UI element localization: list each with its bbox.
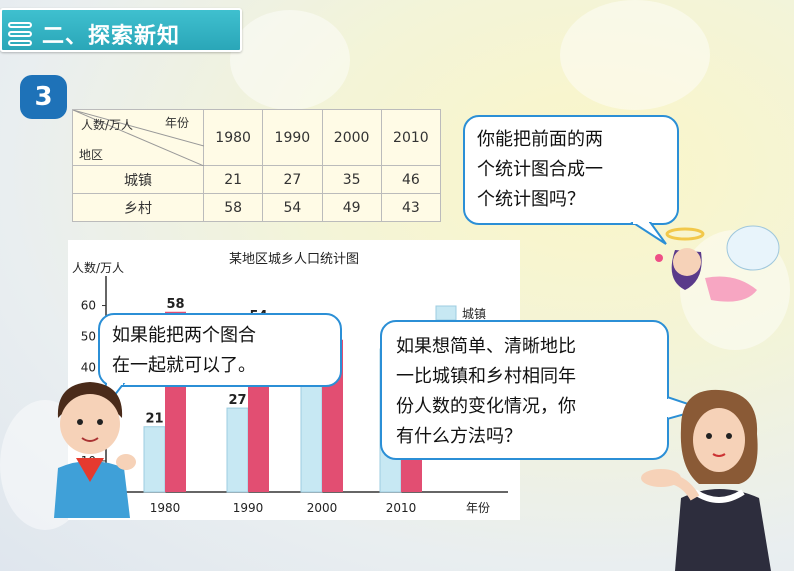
binder-rings-icon: [8, 22, 32, 46]
table-corner-cell: 年份 人数/万人 地区: [72, 109, 204, 166]
table-row-label: 乡村: [72, 193, 204, 222]
background-rose-1: [230, 10, 350, 110]
bubble-line: 个统计图合成一: [477, 159, 603, 180]
table-cell: 27: [262, 165, 323, 194]
bubble-line: 如果能把两个图合: [112, 325, 256, 346]
table-cell: 43: [380, 193, 442, 222]
section-header: 二、探索新知: [0, 8, 242, 52]
table-cell: 49: [321, 193, 382, 222]
background-rose-2: [560, 0, 710, 110]
population-table: 年份 人数/万人 地区 1980 1990 2000 2010 城镇 21 27…: [72, 109, 442, 222]
table-cell: 46: [380, 165, 442, 194]
chart-y-tick-label: 40: [81, 361, 96, 375]
bubble-line: 在一起就可以了。: [112, 355, 256, 376]
corner-label-region: 地区: [79, 148, 104, 162]
speech-bubble-boy: 如果能把两个图合 在一起就可以了。: [98, 313, 342, 387]
table-year-header: 1980: [202, 109, 264, 166]
corner-label-year: 年份: [165, 116, 190, 130]
speech-bubble-question: 你能把前面的两 个统计图合成一 个统计图吗？: [463, 115, 679, 225]
chart-bar-urban: [300, 382, 323, 493]
corner-diagonal-lines: [73, 110, 204, 166]
table-cell: 35: [321, 165, 382, 194]
teacher-illustration: [641, 389, 771, 571]
chart-x-axis-label: 年份: [466, 501, 490, 515]
corner-label-people: 人数/万人: [81, 118, 134, 132]
fairy-girl-illustration: [655, 225, 780, 302]
chart-x-tick-label: 1990: [233, 501, 264, 515]
table-row-label: 城镇: [72, 165, 204, 194]
chart-data-label: 21: [145, 412, 163, 427]
chart-y-tick-label: 50: [81, 330, 96, 344]
speech-bubble-teacher: 如果想简单、清晰地比 一比城镇和乡村相同年 份人数的变化情况，你 有什么方法吗？: [380, 320, 669, 460]
table-cell: 21: [202, 165, 264, 194]
table-cell: 58: [202, 193, 264, 222]
chart-legend-label: 城镇: [462, 307, 486, 321]
bubble-line: 个统计图吗？: [477, 189, 585, 210]
table-year-header: 1990: [262, 109, 323, 166]
bubble-line: 如果想简单、清晰地比: [396, 336, 576, 357]
chart-data-label: 27: [228, 393, 246, 408]
boy-illustration: [54, 382, 136, 518]
bubble-line: 一比城镇和乡村相同年: [396, 366, 576, 387]
chart-legend-swatch: [435, 305, 457, 321]
table-row-urban: 城镇 21 27 35 46: [72, 165, 442, 194]
chart-x-tick-label: 2010: [386, 501, 417, 515]
table-header-row: 年份 人数/万人 地区 1980 1990 2000 2010: [72, 109, 442, 166]
chart-y-axis-label: 人数/万人: [72, 260, 124, 275]
bubble-line: 有什么方法吗？: [396, 426, 522, 447]
table-row-rural: 乡村 58 54 49 43: [72, 193, 442, 222]
bubble-tail: [630, 222, 667, 245]
section-title: 二、探索新知: [42, 24, 181, 49]
bubble-line: 份人数的变化情况，你: [396, 396, 576, 417]
chart-x-tick-label: 2000: [307, 501, 338, 515]
bubble-line: 你能把前面的两: [477, 129, 603, 150]
chart-x-tick-label: 1980: [150, 501, 181, 515]
chart-data-label: 58: [166, 297, 184, 312]
chart-bar-urban: [226, 407, 249, 493]
problem-number-badge: 3: [20, 75, 67, 119]
table-cell: 54: [262, 193, 323, 222]
table-year-header: 2000: [321, 109, 382, 166]
chart-y-tick-label: 60: [81, 299, 96, 313]
table-year-header: 2010: [380, 109, 442, 166]
chart-title: 某地区城乡人口统计图: [228, 252, 359, 267]
